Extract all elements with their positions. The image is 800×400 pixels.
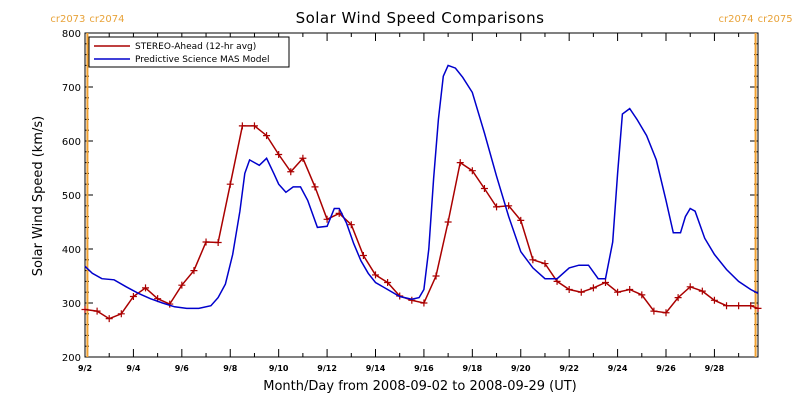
series-point <box>190 267 198 275</box>
x-tick-label: 9/22 <box>559 364 579 373</box>
legend: STEREO-Ahead (12-hr avg) Predictive Scie… <box>88 36 290 68</box>
carrington-label-left: cr2074 <box>719 14 754 25</box>
series-point <box>178 281 186 289</box>
series-point <box>432 272 440 280</box>
series-point <box>517 216 525 224</box>
carrington-label-right: cr2074 <box>89 14 124 25</box>
series-point <box>577 288 585 296</box>
series-point <box>529 256 537 264</box>
series-point <box>347 221 355 229</box>
series-point <box>674 294 682 302</box>
y-tick-label: 200 <box>62 353 81 364</box>
y-axis: 200 300 400 500 600 700 800 <box>62 29 758 364</box>
y-tick-label: 600 <box>62 137 81 148</box>
series-point <box>287 168 295 176</box>
series-point <box>686 283 694 291</box>
series-point <box>638 291 646 299</box>
series-point <box>81 305 89 313</box>
series-point <box>444 218 452 226</box>
series-point <box>299 154 307 162</box>
series-point <box>480 185 488 193</box>
series-point <box>710 296 718 304</box>
series-point <box>650 307 658 315</box>
x-axis: 9/2 9/4 9/6 9/8 9/10 9/12 9/14 9/16 9/18 9/20 9/22… <box>78 33 740 373</box>
series-point <box>226 180 234 188</box>
series-point <box>601 278 609 286</box>
series-point <box>614 288 622 296</box>
series-point <box>275 151 283 158</box>
series-point <box>142 284 150 292</box>
series-line-1 <box>84 64 759 310</box>
series-point <box>202 238 210 246</box>
x-tick-label: 9/10 <box>269 364 289 373</box>
series-point <box>698 287 706 295</box>
series-point <box>105 315 113 323</box>
legend-label-stereo: STEREO-Ahead (12-hr avg) <box>135 42 256 52</box>
series-point <box>129 293 137 301</box>
series-point <box>117 310 125 318</box>
series-point <box>384 278 392 286</box>
series-point <box>626 286 634 293</box>
x-tick-label: 9/8 <box>223 364 237 373</box>
series-point <box>589 284 597 292</box>
series-point <box>468 167 476 175</box>
x-tick-label: 9/4 <box>126 364 140 373</box>
series-point <box>408 296 416 304</box>
series-point <box>735 302 743 310</box>
series-point <box>747 302 755 310</box>
carrington-label-left: cr2073 <box>50 14 85 25</box>
series-point <box>263 132 271 140</box>
x-tick-label: 9/2 <box>78 364 92 373</box>
legend-box <box>88 36 290 68</box>
x-tick-label: 9/16 <box>414 364 434 373</box>
y-tick-label: 300 <box>62 299 81 310</box>
x-tick-label: 9/24 <box>608 364 628 373</box>
series-point <box>214 239 222 247</box>
series-point <box>505 202 513 210</box>
y-tick-label: 400 <box>62 245 81 256</box>
y-tick-label: 800 <box>62 29 81 40</box>
series-point <box>723 302 731 310</box>
series-point <box>662 309 670 317</box>
legend-label-mas: Predictive Science MAS Model <box>135 55 270 65</box>
series-point <box>541 260 549 268</box>
x-tick-label: 9/12 <box>317 364 337 373</box>
chart-title: Solar Wind Speed Comparisons <box>296 9 545 27</box>
series-point <box>456 159 464 167</box>
series-point <box>238 122 246 130</box>
series-point <box>359 251 367 259</box>
series-point <box>311 183 319 191</box>
series-point <box>565 286 573 293</box>
carrington-label-right: cr2075 <box>758 14 793 25</box>
y-tick-label: 500 <box>62 191 81 202</box>
x-tick-label: 9/18 <box>463 364 483 373</box>
series-group <box>81 64 762 323</box>
x-axis-label: Month/Day from 2008-09-02 to 2008-09-29 … <box>263 379 576 394</box>
x-tick-label: 9/28 <box>705 364 725 373</box>
series-point <box>250 122 258 130</box>
series-point <box>420 299 428 307</box>
y-axis-label: Solar Wind Speed (km/s) <box>31 116 46 276</box>
series-point <box>754 304 762 312</box>
x-tick-label: 9/14 <box>366 364 386 373</box>
x-tick-label: 9/6 <box>175 364 189 373</box>
series-line-0 <box>84 125 759 320</box>
series-point <box>372 271 380 279</box>
y-tick-label: 700 <box>62 83 81 94</box>
series-point <box>493 203 501 211</box>
series-point <box>93 307 101 315</box>
carrington-markers: cr2073 cr2074 cr2074 cr2075 <box>50 14 793 357</box>
x-tick-label: 9/26 <box>656 364 676 373</box>
x-tick-label: 9/20 <box>511 364 531 373</box>
